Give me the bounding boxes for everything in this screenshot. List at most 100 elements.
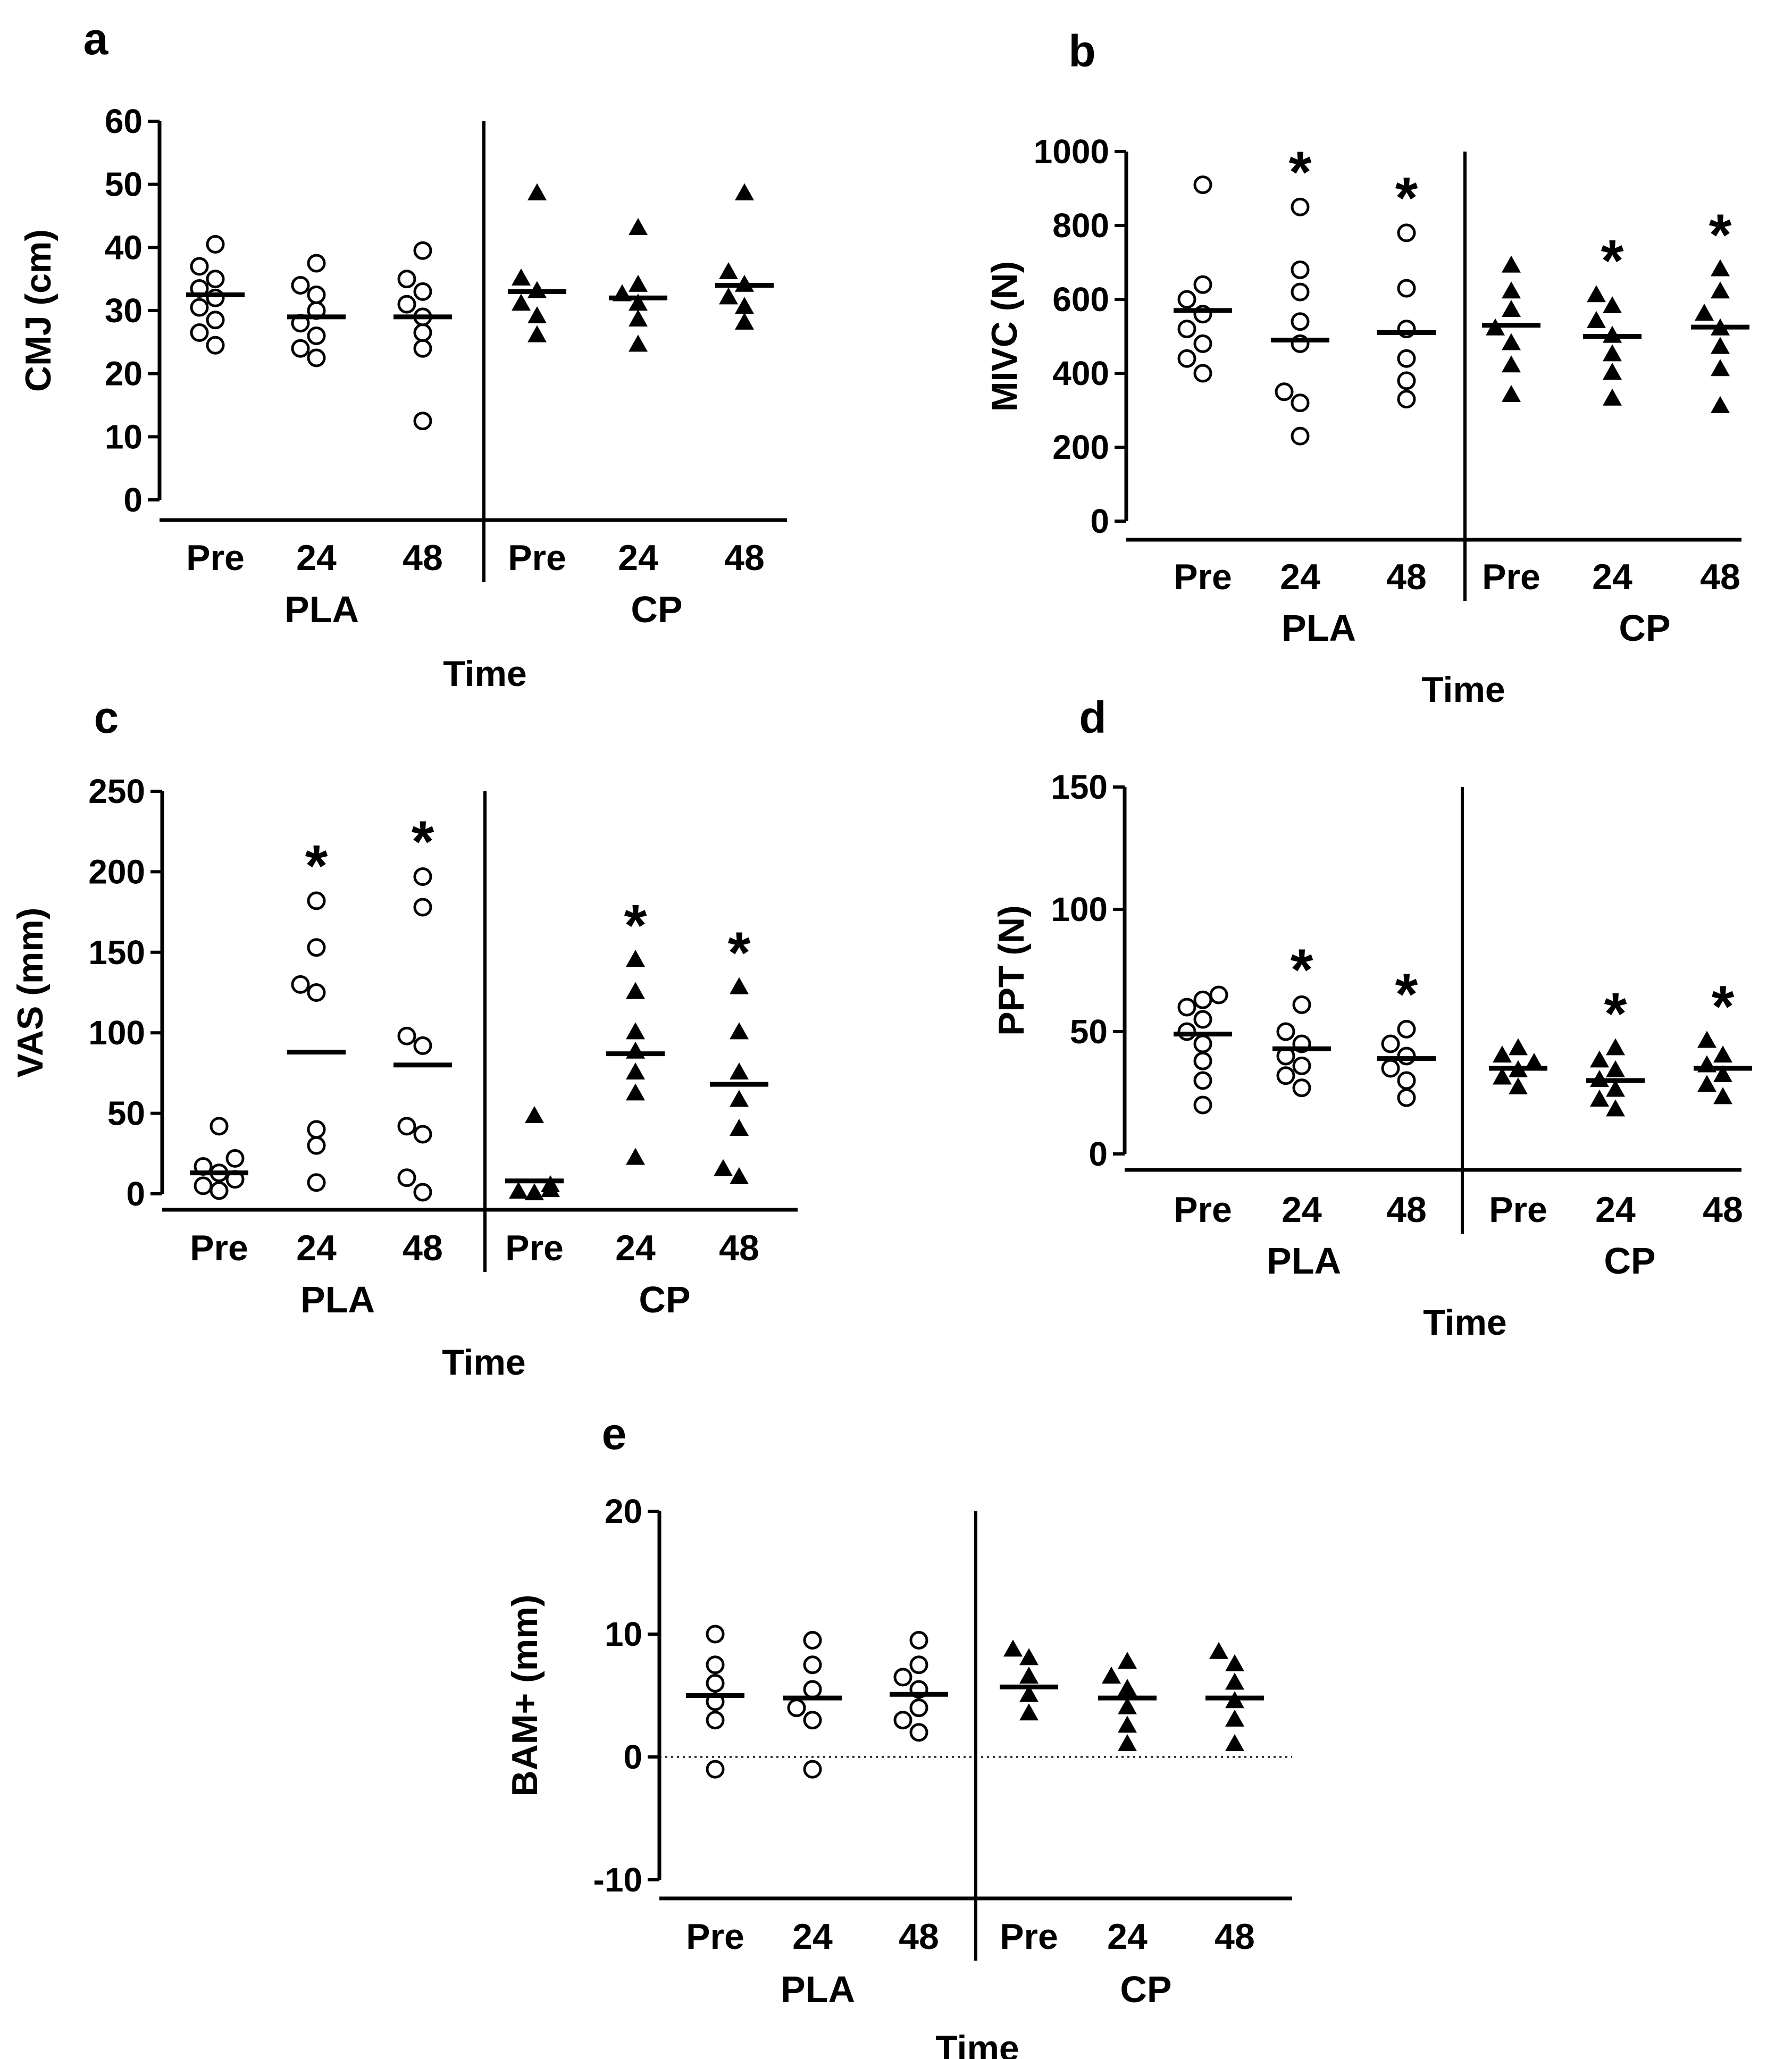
x-category-label: 24: [296, 1228, 337, 1268]
data-point: [626, 1062, 645, 1080]
data-point: [225, 1149, 245, 1168]
series-pla-pre: [1174, 175, 1232, 383]
data-point: [1292, 995, 1311, 1014]
data-point: [1209, 985, 1228, 1005]
data-point: [1381, 1059, 1400, 1078]
x-category-label: 48: [403, 1228, 443, 1268]
data-point: [397, 1026, 416, 1045]
data-point: [706, 1655, 725, 1675]
data-point: [1193, 1051, 1212, 1070]
data-point: [909, 1698, 928, 1718]
series-pla-24: [783, 1631, 842, 1779]
data-point: [1209, 1642, 1228, 1659]
significance-asterisk: *: [728, 920, 751, 985]
data-point: [1193, 1034, 1212, 1053]
data-point: [1275, 382, 1294, 401]
data-point: [1606, 1079, 1625, 1097]
x-category-label: Pre: [1489, 1190, 1547, 1230]
x-category-label: 24: [1280, 557, 1320, 597]
data-point: [719, 287, 738, 305]
x-category-label: 48: [719, 1228, 759, 1268]
data-point: [1291, 260, 1310, 279]
data-point: [1291, 394, 1310, 413]
data-point: [210, 1117, 229, 1136]
data-point: [626, 1148, 645, 1165]
y-axis-title: PPT (N): [991, 905, 1032, 1036]
x-category-label: Pre: [505, 1228, 564, 1268]
y-tick-label: 100: [1051, 890, 1108, 928]
data-point: [307, 938, 326, 957]
series-pla-pre: [686, 1625, 744, 1779]
y-tick-label: 0: [1090, 502, 1109, 540]
y-tick-label: 0: [1088, 1135, 1108, 1173]
data-point: [626, 1083, 645, 1101]
panel-e: e -10 0 10 20 BAM+ (mm) Pre 24 48 Pre 24 48 PLA CP Tim…: [505, 1409, 1292, 2059]
data-point: [803, 1680, 822, 1699]
panel-b: b 0 200 400 600 800 1000 MIVC (N) Pre 24 48 Pre 24 48…: [984, 26, 1749, 710]
x-category-label: 24: [1107, 1916, 1148, 1957]
series-pla-48: [393, 241, 452, 431]
data-point: [1587, 311, 1606, 328]
data-point: [194, 1176, 213, 1195]
y-tick-label: 150: [88, 933, 145, 972]
data-point: [730, 1022, 749, 1040]
x-axis-title: Time: [442, 1342, 525, 1383]
data-point: [626, 982, 645, 999]
data-point: [307, 1120, 326, 1139]
series-cp-pre: [1000, 1639, 1058, 1721]
x-category-label: 24: [792, 1916, 833, 1957]
data-point: [1177, 349, 1196, 368]
data-point: [1713, 1065, 1732, 1082]
y-tick-label: 50: [105, 165, 143, 204]
y-tick-label: 1000: [1034, 132, 1109, 171]
data-point: [1225, 1654, 1244, 1671]
x-category-label: 48: [1215, 1916, 1255, 1957]
data-point: [307, 285, 326, 304]
x-category-label: 48: [1703, 1190, 1743, 1230]
data-point: [1711, 281, 1730, 299]
data-point: [1019, 1685, 1039, 1702]
x-category-label: 48: [1386, 1190, 1427, 1230]
series-pla-24: [287, 254, 346, 367]
data-point: [909, 1631, 928, 1650]
data-point: [893, 1711, 912, 1730]
data-point: [307, 1173, 326, 1192]
series-cp-24: *: [1586, 981, 1645, 1117]
significance-asterisk: *: [624, 893, 647, 958]
y-tick-label: -10: [593, 1861, 643, 1899]
data-point: [1193, 1010, 1212, 1029]
x-category-label: 24: [1595, 1190, 1636, 1230]
y-tick-label: 600: [1052, 280, 1109, 319]
panel-letter: b: [1068, 26, 1095, 76]
data-point: [1292, 1078, 1311, 1098]
data-point: [1397, 1071, 1416, 1090]
data-point: [1713, 1045, 1732, 1063]
data-point: [1019, 1667, 1039, 1684]
data-point: [1381, 1034, 1400, 1053]
y-tick-label: 400: [1052, 354, 1109, 392]
data-point: [730, 977, 749, 994]
data-point: [1276, 1066, 1295, 1085]
significance-asterisk: *: [1604, 981, 1627, 1047]
data-point: [206, 336, 225, 355]
y-axis-title: BAM+ (mm): [505, 1595, 545, 1797]
data-point: [1711, 259, 1730, 277]
data-point: [1019, 1703, 1039, 1721]
data-point: [1397, 279, 1416, 298]
series-pla-24: *: [1272, 937, 1331, 1098]
x-category-label: Pre: [508, 538, 566, 578]
data-point: [206, 311, 225, 330]
data-point: [629, 334, 648, 352]
data-point: [291, 339, 310, 358]
data-point: [706, 1673, 725, 1693]
data-point: [1193, 175, 1212, 195]
data-point: [413, 1125, 432, 1144]
series-pla-24: *: [1271, 139, 1329, 446]
x-category-label: 24: [296, 538, 337, 578]
data-point: [1587, 285, 1606, 303]
data-point: [1502, 281, 1521, 299]
panel-letter: a: [83, 14, 109, 64]
data-point: [1697, 1031, 1716, 1048]
data-point: [1697, 1075, 1716, 1092]
panel-letter: d: [1079, 692, 1106, 742]
